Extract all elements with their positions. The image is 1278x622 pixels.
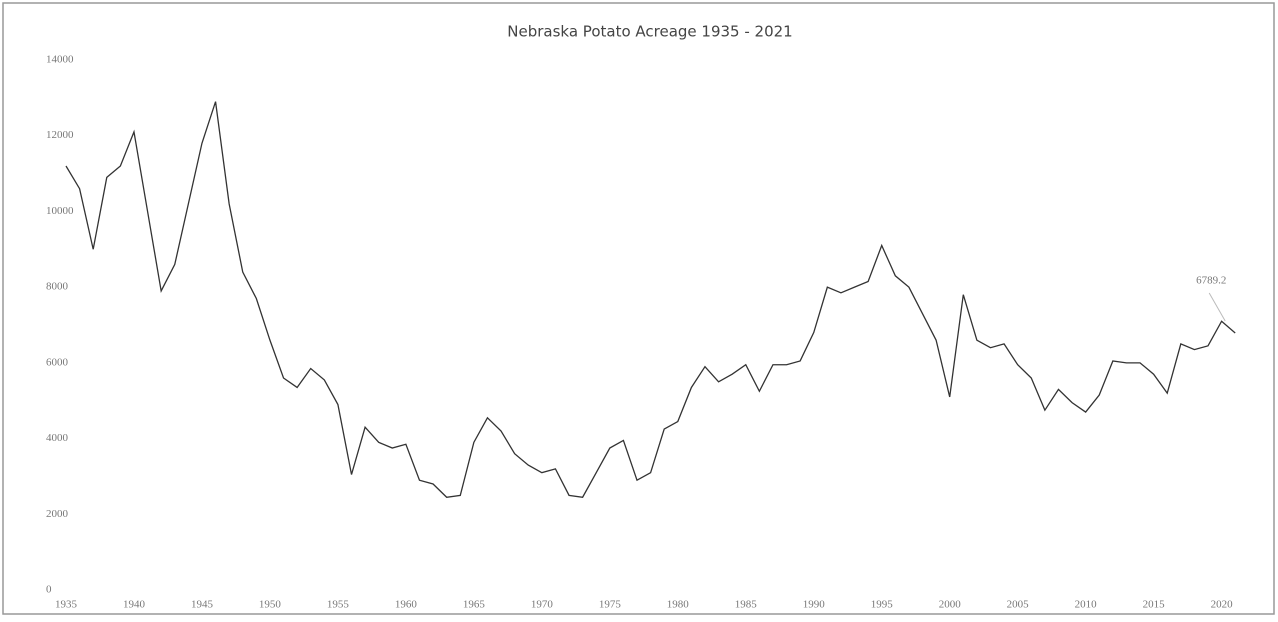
y-tick-label: 8000 xyxy=(46,281,69,293)
x-tick-label: 1960 xyxy=(395,599,418,611)
x-tick-label: 2020 xyxy=(1211,599,1234,611)
x-tick-label: 1935 xyxy=(55,599,78,611)
y-tick-label: 2000 xyxy=(46,508,69,520)
y-tick-label: 4000 xyxy=(46,432,69,444)
x-tick-label: 2015 xyxy=(1143,599,1166,611)
x-tick-label: 1985 xyxy=(735,599,758,611)
x-tick-label: 1955 xyxy=(327,599,350,611)
x-tick-label: 1950 xyxy=(259,599,282,611)
x-tick-label: 2005 xyxy=(1007,599,1030,611)
x-tick-label: 2010 xyxy=(1075,599,1098,611)
y-tick-label: 6000 xyxy=(46,356,69,368)
y-tick-label: 10000 xyxy=(46,205,74,217)
x-tick-label: 1965 xyxy=(463,599,486,611)
x-tick-label: 1975 xyxy=(599,599,622,611)
label-leader xyxy=(1208,292,1226,322)
chart-title: Nebraska Potato Acreage 1935 - 2021 xyxy=(507,23,792,41)
x-tick-label: 1995 xyxy=(871,599,894,611)
x-tick-label: 1940 xyxy=(123,599,146,611)
y-tick-label: 14000 xyxy=(46,54,74,66)
x-tick-label: 1945 xyxy=(191,599,214,611)
x-tick-label: 1990 xyxy=(803,599,826,611)
data-label: 6789.2 xyxy=(1196,275,1226,287)
y-tick-label: 12000 xyxy=(46,129,74,141)
x-tick-label: 1980 xyxy=(667,599,690,611)
y-tick-label: 0 xyxy=(46,584,52,596)
x-tick-label: 2000 xyxy=(939,599,962,611)
data-line xyxy=(65,101,1236,498)
x-tick-label: 1970 xyxy=(531,599,554,611)
